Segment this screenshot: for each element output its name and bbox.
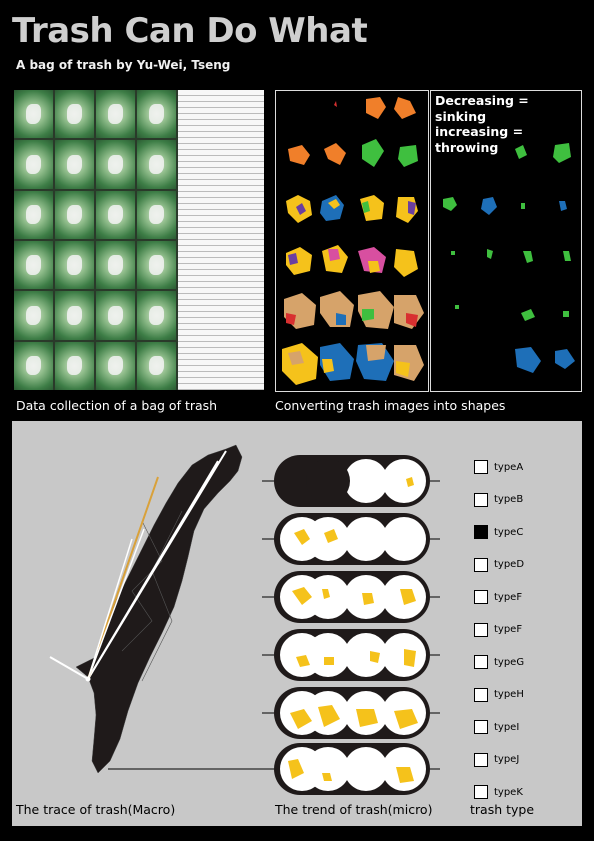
data-sheet-image [178,90,264,390]
trash-type-item: typeF [474,589,522,605]
trash-photo [137,240,176,290]
data-collection-panel [14,90,264,390]
trash-photo [55,341,94,390]
trash-photo [14,90,53,139]
color-shapes-svg [282,97,424,385]
trash-photo [55,240,94,290]
bottom-graphics [49,444,440,795]
trash-photo [96,190,135,239]
trash-photo [55,291,94,340]
trash-type-item: typeH [474,687,524,703]
trash-type-item: typeK [474,784,523,800]
trash-type-item: typeB [474,492,523,508]
trash-type-label: typeH [494,689,524,700]
trash-type-item: typeJ [474,752,519,768]
micro-caption: The trend of trash(micro) [275,802,433,817]
shape-legend: Decreasing = sinking increasing = throwi… [435,93,581,156]
trash-type-label: typeK [494,786,523,798]
shapes-caption: Converting trash images into shapes [275,398,506,413]
macro-caption: The trace of trash(Macro) [16,802,176,817]
trash-photo [14,341,53,390]
trash-type-label: typeF [494,624,523,635]
taiwan-map [75,444,243,774]
green-shapes-svg [443,143,575,373]
trash-type-item: typeC [474,524,523,540]
trash-type-swatch [474,785,488,799]
type-caption: trash type [470,802,535,817]
increase-label: increasing = throwing [435,124,524,155]
bottom-panel: The trace of trash(Macro) The trend of t… [12,421,582,826]
trash-photo [137,140,176,189]
trash-photo [137,190,176,239]
trash-photo [96,240,135,290]
trash-type-swatch [474,720,488,734]
trash-photo [96,140,135,189]
trash-type-swatch [474,622,488,637]
trash-photo [14,291,53,340]
trash-type-item: typeA [474,459,523,475]
trash-type-label: typeC [494,526,524,538]
trash-photo-grid [14,90,176,390]
trash-type-label: typeJ [494,754,520,765]
trash-type-swatch [474,590,488,604]
trash-type-swatch [474,687,488,702]
trash-photo [14,190,53,239]
trash-type-label: typeD [494,559,525,570]
trash-type-label: typeB [494,494,524,505]
page-title: Trash Can Do What [12,11,368,51]
color-shapes-panel [275,90,429,392]
trash-type-label: typeI [494,721,520,733]
decrease-label: Decreasing = sinking [435,93,529,124]
trash-type-swatch [474,752,488,767]
trash-photo [55,140,94,189]
trash-type-item: typeD [474,557,524,573]
trash-photo [137,341,176,390]
trash-photo [14,140,53,189]
trash-photo [55,190,94,239]
trash-type-item: typeG [474,654,524,670]
page-subtitle: A bag of trash by Yu-Wei, Tseng [16,58,231,72]
trash-type-swatch [474,557,488,572]
trash-photo [14,240,53,290]
trash-type-label: typeA [494,461,524,473]
trash-type-swatch [474,460,488,474]
trash-type-swatch [474,492,488,507]
data-collection-caption: Data collection of a bag of trash [16,398,218,413]
trash-photo [137,90,176,139]
trash-type-swatch [474,525,488,539]
trash-type-item: typeF [474,622,522,638]
trash-type-label: typeF [494,591,523,603]
trash-photo [96,90,135,139]
trash-photo [137,291,176,340]
trash-type-swatch [474,655,488,669]
trash-photo [96,341,135,390]
trash-photo [96,291,135,340]
green-shapes-panel: Decreasing = sinking increasing = throwi… [430,90,582,392]
trash-type-label: typeG [494,656,525,668]
micro-grid [274,455,430,795]
trash-photo [55,90,94,139]
trash-type-item: typeI [474,719,519,735]
